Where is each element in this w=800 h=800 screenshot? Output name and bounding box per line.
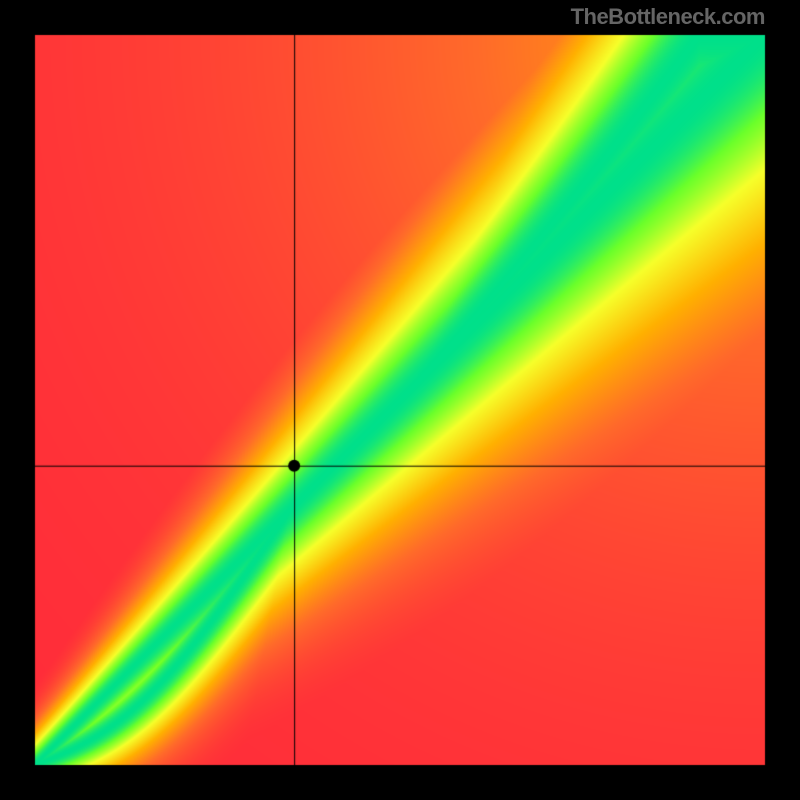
site-watermark: TheBottleneck.com [571,4,765,30]
bottleneck-heatmap [0,0,800,800]
chart-container: TheBottleneck.com [0,0,800,800]
